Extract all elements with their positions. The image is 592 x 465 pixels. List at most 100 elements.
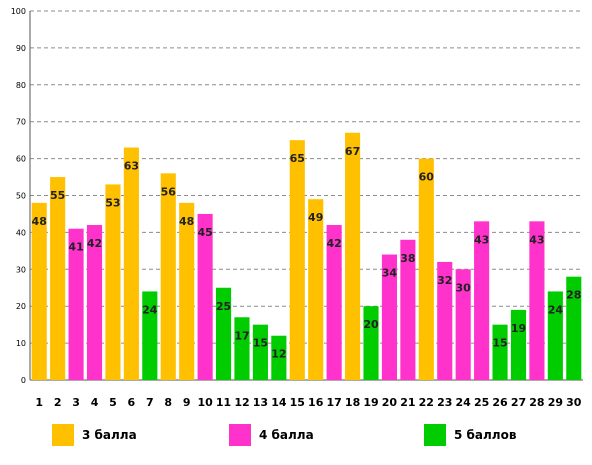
x-tick-25: 25 bbox=[474, 396, 489, 409]
x-tick-16: 16 bbox=[308, 396, 324, 409]
x-tick-7: 7 bbox=[146, 396, 154, 409]
bar-22 bbox=[418, 158, 434, 380]
x-tick-labels: 1 2 3 4 5 6 7 8 9 10 11 12 13 14 15 16 17 18 19 20 21 22 23 24 2… bbox=[35, 396, 581, 409]
bar-14 bbox=[271, 335, 287, 380]
y-tick-50: 50 bbox=[16, 192, 26, 201]
data-label-13: 15 bbox=[253, 337, 268, 350]
legend-label-5-ballov: 5 баллов bbox=[454, 428, 517, 442]
data-label-15: 65 bbox=[290, 152, 305, 165]
x-tick-22: 22 bbox=[419, 396, 434, 409]
data-label-28: 43 bbox=[529, 233, 544, 246]
bar-13 bbox=[252, 324, 268, 380]
y-tick-60: 60 bbox=[16, 155, 26, 164]
data-label-11: 25 bbox=[216, 300, 231, 313]
x-tick-6: 6 bbox=[128, 396, 136, 409]
data-label-7: 24 bbox=[142, 303, 158, 316]
grid-lines bbox=[30, 10, 583, 344]
bar-8 bbox=[160, 173, 176, 380]
bar-4 bbox=[86, 225, 103, 380]
data-label-21: 38 bbox=[400, 252, 415, 265]
x-tick-5: 5 bbox=[109, 396, 117, 409]
x-tick-27: 27 bbox=[511, 396, 526, 409]
bar-5 bbox=[105, 184, 121, 380]
x-tick-20: 20 bbox=[382, 396, 398, 409]
y-tick-30: 30 bbox=[16, 265, 26, 274]
bars bbox=[31, 132, 582, 380]
bar-30 bbox=[566, 276, 582, 380]
data-label-4: 42 bbox=[87, 237, 102, 250]
x-tick-26: 26 bbox=[492, 396, 508, 409]
y-tick-90: 90 bbox=[16, 44, 26, 53]
data-label-16: 49 bbox=[308, 211, 323, 224]
bar-25 bbox=[474, 221, 490, 380]
bar-26 bbox=[492, 324, 508, 380]
data-label-22: 60 bbox=[419, 171, 435, 184]
data-label-25: 43 bbox=[474, 233, 489, 246]
y-tick-0: 0 bbox=[21, 376, 26, 385]
x-tick-9: 9 bbox=[183, 396, 191, 409]
data-label-14: 12 bbox=[271, 348, 286, 361]
x-tick-15: 15 bbox=[290, 396, 305, 409]
bar-28 bbox=[529, 221, 545, 380]
x-tick-4: 4 bbox=[91, 396, 99, 409]
legend-label-4-balla: 4 балла bbox=[259, 428, 314, 442]
data-label-1: 48 bbox=[32, 215, 47, 228]
data-label-20: 34 bbox=[382, 267, 398, 280]
legend-swatch-3-balla bbox=[52, 424, 74, 446]
x-tick-11: 11 bbox=[216, 396, 231, 409]
data-label-6: 63 bbox=[124, 160, 139, 173]
x-tick-10: 10 bbox=[197, 396, 213, 409]
y-tick-40: 40 bbox=[16, 228, 26, 237]
axes bbox=[29, 11, 583, 381]
data-label-5: 53 bbox=[105, 196, 120, 209]
bar-20 bbox=[381, 254, 398, 380]
data-label-19: 20 bbox=[363, 318, 379, 331]
data-label-29: 24 bbox=[548, 303, 564, 316]
x-tick-3: 3 bbox=[72, 396, 80, 409]
y-tick-80: 80 bbox=[16, 81, 26, 90]
data-label-9: 48 bbox=[179, 215, 194, 228]
data-label-27: 19 bbox=[511, 322, 526, 335]
bar-17 bbox=[326, 225, 342, 380]
legend-item-5-ballov: 5 баллов bbox=[424, 424, 516, 446]
x-tick-21: 21 bbox=[400, 396, 415, 409]
bar-29 bbox=[547, 291, 563, 380]
data-label-30: 28 bbox=[566, 289, 581, 302]
data-label-3: 41 bbox=[68, 241, 83, 254]
x-tick-1: 1 bbox=[35, 396, 43, 409]
bar-23 bbox=[437, 261, 453, 380]
data-label-2: 55 bbox=[50, 189, 65, 202]
bar-6 bbox=[123, 147, 139, 380]
data-label-26: 15 bbox=[492, 337, 507, 350]
bar-2 bbox=[50, 177, 66, 380]
bar-9 bbox=[179, 202, 195, 380]
legend-label-3-balla: 3 балла bbox=[82, 428, 137, 442]
legend-swatch-4-balla bbox=[229, 424, 251, 446]
x-tick-19: 19 bbox=[363, 396, 378, 409]
data-label-12: 17 bbox=[234, 329, 249, 342]
x-tick-17: 17 bbox=[326, 396, 341, 409]
x-tick-8: 8 bbox=[164, 396, 172, 409]
bar-21 bbox=[400, 239, 416, 380]
x-tick-30: 30 bbox=[566, 396, 582, 409]
x-tick-24: 24 bbox=[456, 396, 472, 409]
legend-item-3-balla: 3 балла bbox=[52, 424, 137, 446]
bar-15 bbox=[289, 140, 305, 380]
data-label-10: 45 bbox=[197, 226, 212, 239]
x-tick-28: 28 bbox=[529, 396, 544, 409]
bar-11 bbox=[215, 287, 232, 380]
legend-item-4-balla: 4 балла bbox=[229, 424, 314, 446]
bar-12 bbox=[234, 317, 250, 380]
y-tick-70: 70 bbox=[16, 118, 26, 127]
y-tick-labels: 0 10 20 30 40 50 60 70 80 90 100 bbox=[11, 7, 26, 385]
data-label-23: 32 bbox=[437, 274, 452, 287]
bar-1 bbox=[31, 202, 47, 380]
x-tick-13: 13 bbox=[253, 396, 268, 409]
x-tick-23: 23 bbox=[437, 396, 452, 409]
data-label-8: 56 bbox=[161, 185, 177, 198]
bar-27 bbox=[510, 309, 527, 380]
y-tick-100: 100 bbox=[11, 7, 26, 16]
x-tick-12: 12 bbox=[234, 396, 249, 409]
bar-3 bbox=[68, 228, 84, 380]
